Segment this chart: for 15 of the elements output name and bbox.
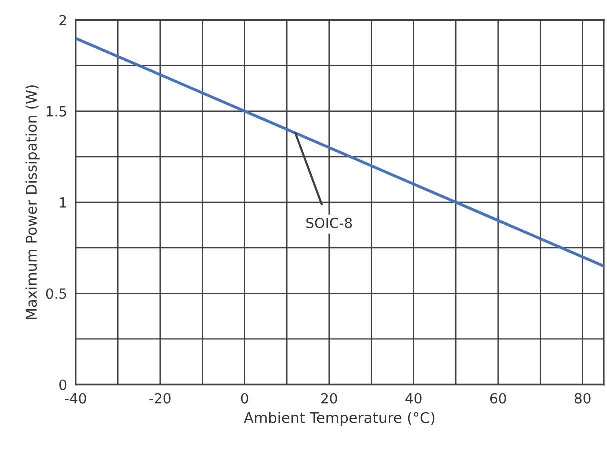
y-tick-label: 0.5 bbox=[46, 288, 66, 300]
x-tick-label: 60 bbox=[490, 393, 506, 404]
y-tick-label: 1 bbox=[60, 198, 66, 208]
y-tick-label: 2 bbox=[60, 15, 66, 26]
x-axis-title: Ambient Temperature (°C) bbox=[244, 412, 435, 426]
annotation: SOIC-8 bbox=[306, 218, 352, 228]
y-axis-title: Maximum Power Dissipation (W) bbox=[26, 86, 40, 320]
x-tick-label: 80 bbox=[574, 393, 591, 404]
x-tick-label: -40 bbox=[65, 393, 86, 404]
x-tick-label: 0 bbox=[241, 393, 248, 404]
y-tick-label: 1.5 bbox=[46, 106, 66, 117]
y-tick-label: 0 bbox=[60, 380, 67, 390]
x-tick-label: 40 bbox=[406, 393, 422, 404]
x-tick-label: -20 bbox=[150, 393, 171, 404]
x-tick-label: 20 bbox=[322, 393, 338, 404]
